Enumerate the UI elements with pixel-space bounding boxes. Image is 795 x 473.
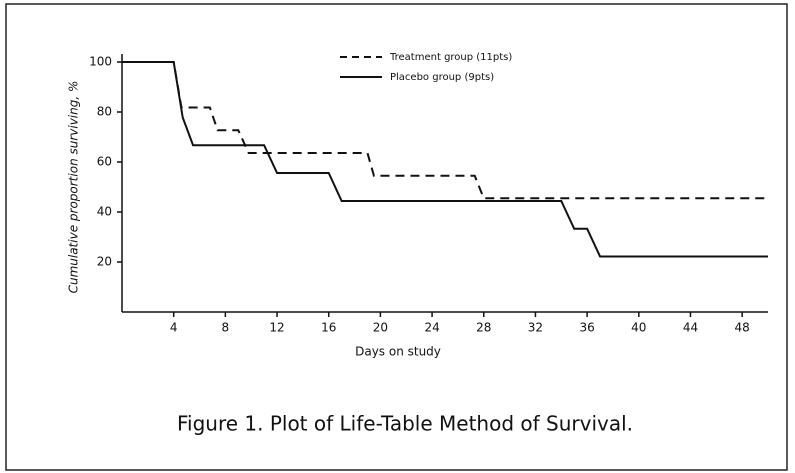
- y-axis-label: Cumulative proportion surviving, %: [67, 81, 81, 294]
- caption: Figure 1. Plot of Life-Table Method of S…: [177, 412, 633, 436]
- y-tick-label: 60: [97, 155, 112, 169]
- y-tick-label: 40: [97, 205, 112, 219]
- x-tick-label: 12: [269, 321, 284, 335]
- x-tick-label: 40: [631, 321, 646, 335]
- x-axis-label: Days on study: [355, 345, 441, 359]
- x-tick-label: 48: [735, 321, 750, 335]
- x-tick-label: 20: [373, 321, 388, 335]
- x-tick-label: 8: [222, 321, 230, 335]
- series-line: [122, 61, 768, 258]
- x-tick-label: 32: [528, 321, 543, 335]
- frame: [5, 3, 788, 471]
- y-tick-label: 20: [97, 255, 112, 269]
- x-tick-label: 4: [170, 321, 178, 335]
- x-tick-label: 28: [476, 321, 491, 335]
- legend-label: Placebo group (9pts): [390, 72, 494, 83]
- x-tick-label: 24: [424, 321, 439, 335]
- y-tick-label: 100: [89, 55, 112, 69]
- y-tick-label: 80: [97, 105, 112, 119]
- legend-label: Treatment group (11pts): [389, 52, 512, 63]
- x-tick-label: 16: [321, 321, 336, 335]
- x-tick-label: 36: [579, 321, 594, 335]
- x-tick-label: 44: [683, 321, 698, 335]
